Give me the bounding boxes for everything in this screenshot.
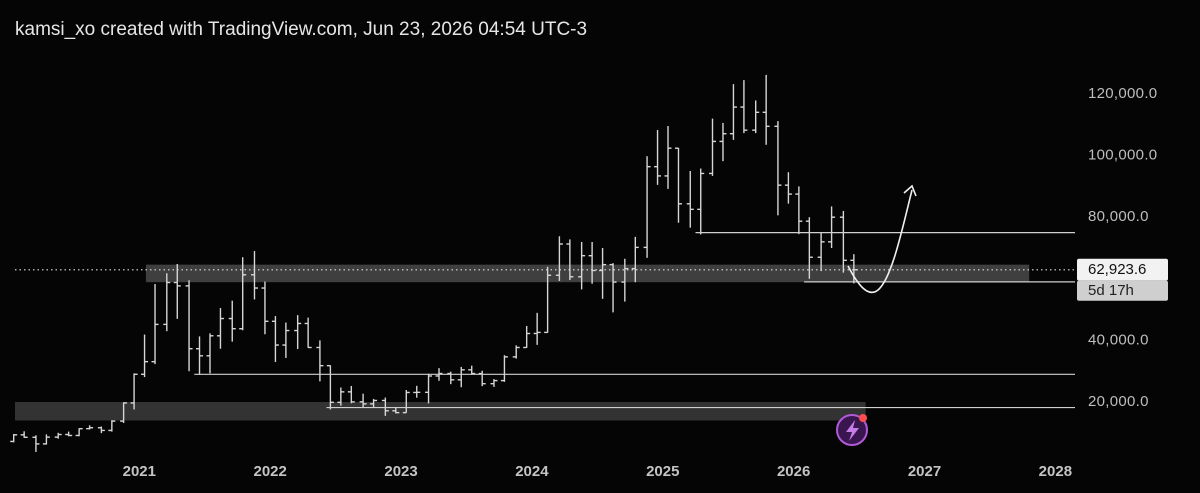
ohlc-bar xyxy=(719,122,727,162)
ohlc-bar xyxy=(261,281,269,335)
ohlc-bar xyxy=(304,317,312,349)
ohlc-bar xyxy=(173,264,181,319)
ohlc-bar xyxy=(425,373,433,404)
ohlc-bar xyxy=(588,241,596,284)
ohlc-bar xyxy=(686,170,694,228)
ohlc-bar xyxy=(512,345,520,359)
y-tick-label: 40,000.0 xyxy=(1088,331,1149,348)
ohlc-bar xyxy=(141,334,149,378)
ohlc-bar xyxy=(457,366,465,388)
zone xyxy=(145,264,1030,283)
ohlc-bar xyxy=(609,263,617,313)
ohlc-bar xyxy=(370,398,378,408)
icon-bolt[interactable] xyxy=(846,420,859,441)
ohlc-bar xyxy=(828,206,836,248)
price-box xyxy=(1077,258,1168,281)
ohlc-bar xyxy=(774,121,782,216)
ohlc-bar xyxy=(42,434,50,445)
ohlc-bar xyxy=(709,118,717,176)
ohlc-bar xyxy=(555,236,563,281)
x-tick-label: 2025 xyxy=(646,463,679,480)
ohlc-bar xyxy=(490,379,498,387)
ohlc-bar xyxy=(32,435,40,452)
ohlc-bar xyxy=(413,385,421,398)
y-tick-label: 20,000.0 xyxy=(1088,393,1149,410)
ohlc-bar xyxy=(294,315,302,350)
ohlc-bar xyxy=(544,266,552,334)
ohlc-bar xyxy=(337,387,345,406)
ohlc-bar xyxy=(120,402,128,423)
ohlc-bar xyxy=(216,308,224,349)
ohlc-bar xyxy=(817,232,825,272)
lightning-icon[interactable] xyxy=(836,414,868,446)
ohlc-bar xyxy=(674,147,682,223)
y-tick-label: 100,000.0 xyxy=(1088,147,1157,164)
ohlc-bar xyxy=(108,420,116,432)
arrow-head xyxy=(903,184,917,197)
ohlc-bar xyxy=(151,284,159,365)
ohlc-bar xyxy=(654,130,662,185)
y-tick-label: 120,000.0 xyxy=(1088,85,1157,102)
countdown-box xyxy=(1077,280,1168,301)
header: kamsi_xo created with TradingView.com, J… xyxy=(15,19,587,40)
ohlc-bar xyxy=(566,239,574,281)
projection-arrow xyxy=(847,189,913,294)
ohlc-bar xyxy=(359,393,367,408)
ohlc-bar xyxy=(381,397,389,416)
ohlc-bar xyxy=(762,74,770,145)
x-tick-label: 2026 xyxy=(777,463,810,480)
y-tick-label: 80,000.0 xyxy=(1088,208,1149,225)
ohlc-bar xyxy=(271,316,279,362)
ohlc-bar xyxy=(326,364,334,410)
ohlc-bar xyxy=(65,431,73,437)
ohlc-bar xyxy=(163,273,171,332)
ohlc-bar xyxy=(805,217,813,279)
ohlc-bar xyxy=(282,322,290,358)
ohlc-bar xyxy=(752,100,760,134)
ohlc-bar xyxy=(523,325,531,349)
ohlc-bar xyxy=(20,431,28,438)
ohlc-bar xyxy=(402,390,410,414)
ohlc-bar xyxy=(740,80,748,134)
ohlc-bar xyxy=(130,373,138,410)
ohlc-bar xyxy=(478,370,486,387)
ohlc-bar xyxy=(839,211,847,273)
ohlc-bar xyxy=(795,186,803,235)
ohlc-bar xyxy=(578,241,586,290)
ohlc-bar xyxy=(86,425,94,430)
price-label: 62,923.6 xyxy=(1088,261,1146,278)
ohlc-bar xyxy=(347,385,355,404)
x-tick-label: 2028 xyxy=(1039,463,1072,480)
zone xyxy=(15,402,866,421)
ohlc-bar xyxy=(206,333,214,374)
ohlc-bar xyxy=(228,300,236,342)
icon-badge[interactable] xyxy=(859,414,867,422)
ohlc-bar xyxy=(185,280,193,372)
ohlc-bar xyxy=(533,312,541,345)
x-tick-label: 2021 xyxy=(123,463,156,480)
ohlc-bar xyxy=(239,257,247,331)
ohlc-bar xyxy=(729,84,737,140)
ohlc-bar xyxy=(621,258,629,302)
ohlc-bar xyxy=(54,432,62,439)
ohlc-bar xyxy=(631,236,639,283)
ohlc-bar xyxy=(664,126,672,189)
x-tick-label: 2023 xyxy=(384,463,417,480)
ohlc-bar xyxy=(697,168,705,235)
ohlc-bar xyxy=(97,426,105,434)
x-tick-label: 2022 xyxy=(253,463,286,480)
countdown: 5d 17h xyxy=(1088,282,1134,299)
ohlc-bar xyxy=(468,365,476,375)
ohlc-bar xyxy=(599,247,607,299)
ohlc-bar xyxy=(500,355,508,382)
ohlc-bar xyxy=(10,434,18,443)
ohlc-bar xyxy=(643,156,651,258)
x-tick-label: 2024 xyxy=(515,463,549,480)
x-tick-label: 2027 xyxy=(908,463,941,480)
ohlc-bar xyxy=(250,251,258,300)
ohlc-bar xyxy=(75,427,83,437)
ohlc-bar xyxy=(196,336,204,375)
ohlc-bar xyxy=(784,172,792,204)
